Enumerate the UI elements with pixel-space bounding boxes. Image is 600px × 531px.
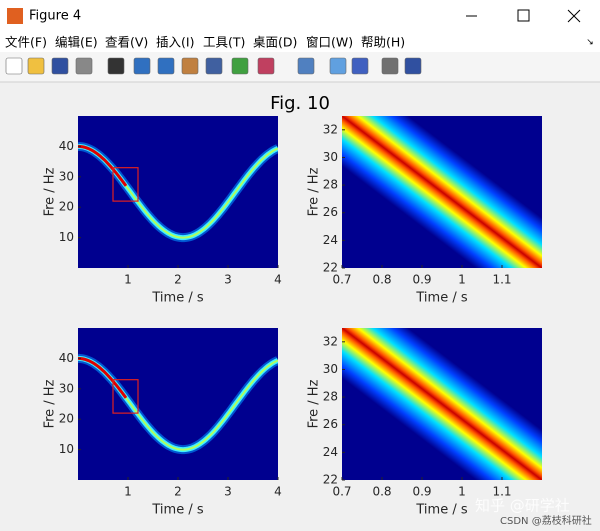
x-axis-label: Time / s xyxy=(151,291,203,306)
y-tick-label: 22 xyxy=(323,473,338,487)
x-tick-label: 0.9 xyxy=(412,273,431,287)
y-axis-label: Fre / Hz xyxy=(43,167,58,216)
image-background xyxy=(78,116,278,268)
y-tick-label: 30 xyxy=(323,150,338,164)
menu-item[interactable]: 查看(V) xyxy=(105,35,148,50)
toolbar-button[interactable] xyxy=(27,57,45,75)
zoom-box xyxy=(112,379,139,414)
y-tick-label: 24 xyxy=(323,233,338,247)
ridge-image xyxy=(78,353,278,455)
toolbar-button[interactable] xyxy=(51,57,69,75)
y-axis-label: Fre / Hz xyxy=(307,167,322,216)
y-tick-label: 30 xyxy=(323,362,338,376)
zoom-box xyxy=(112,167,139,202)
y-tick-label: 28 xyxy=(323,178,338,192)
menu-item[interactable]: 帮助(H) xyxy=(361,35,405,50)
toolbar-button[interactable] xyxy=(133,57,151,75)
x-tick-label: 0.8 xyxy=(372,485,391,499)
maximize-button[interactable] xyxy=(517,9,530,22)
toolbar-buttons xyxy=(5,57,422,75)
toolbar-button[interactable] xyxy=(75,57,93,75)
image-background xyxy=(78,328,278,480)
toolbar-button[interactable] xyxy=(5,57,23,75)
y-tick-label: 32 xyxy=(323,122,338,136)
app-icon xyxy=(7,8,23,24)
toolbar-button[interactable] xyxy=(231,57,249,75)
watermark: CSDN @荔枝科研社 xyxy=(500,514,592,527)
image-axes xyxy=(78,328,278,480)
menu-bar xyxy=(0,32,600,52)
x-axis-label: Time / s xyxy=(151,503,203,518)
ridge-peak xyxy=(78,144,128,187)
x-axis-label: Time / s xyxy=(415,503,467,518)
y-tick-label: 20 xyxy=(59,412,74,426)
title-bar xyxy=(0,0,600,32)
watermark: 知乎 @研学社 xyxy=(475,497,570,515)
close-button[interactable] xyxy=(567,9,581,23)
y-tick-label: 26 xyxy=(323,205,338,219)
x-tick-label: 1.1 xyxy=(492,273,511,287)
x-tick-label: 3 xyxy=(224,485,232,499)
toolbar-button[interactable] xyxy=(329,57,347,75)
menu-arrow[interactable]: ↘ xyxy=(586,38,594,48)
x-tick-label: 2 xyxy=(174,273,182,287)
x-tick-label: 1 xyxy=(124,273,132,287)
toolbar-button[interactable] xyxy=(157,57,175,75)
toolbar-button[interactable] xyxy=(404,57,422,75)
y-tick-label: 30 xyxy=(59,169,74,183)
menu-item[interactable]: 文件(F) xyxy=(5,35,47,50)
y-tick-label: 30 xyxy=(59,381,74,395)
menu-items: 文件(F) 编辑(E) 查看(V) 插入(I) 工具(T) 桌面(D) 窗口(W) 帮助(H) xyxy=(5,35,405,50)
y-axis-label: Fre / Hz xyxy=(43,379,58,428)
x-tick-label: 0.7 xyxy=(332,273,351,287)
menu-item[interactable]: 插入(I) xyxy=(156,35,194,50)
y-tick-label: 26 xyxy=(323,417,338,431)
y-tick-label: 28 xyxy=(323,390,338,404)
image-axes xyxy=(342,116,542,268)
y-axis-label: Fre / Hz xyxy=(307,379,322,428)
x-tick-label: 1 xyxy=(124,485,132,499)
y-tick-label: 24 xyxy=(323,445,338,459)
x-tick-label: 0.8 xyxy=(372,273,391,287)
y-tick-label: 40 xyxy=(59,139,74,153)
band-image xyxy=(342,328,542,480)
toolbar-button[interactable] xyxy=(297,57,315,75)
x-tick-label: 1 xyxy=(458,485,466,499)
x-tick-label: 0.7 xyxy=(332,485,351,499)
x-tick-label: 1 xyxy=(458,273,466,287)
x-tick-label: 4 xyxy=(274,485,282,499)
figure-title: Fig. 10 xyxy=(270,93,330,114)
x-axis-label: Time / s xyxy=(415,291,467,306)
toolbar-button[interactable] xyxy=(351,57,369,75)
x-tick-label: 1.1 xyxy=(492,485,511,499)
toolbar-button[interactable] xyxy=(381,57,399,75)
window-title: Figure 4 xyxy=(29,9,81,24)
menu-item[interactable]: 桌面(D) xyxy=(253,35,297,50)
x-tick-label: 3 xyxy=(224,273,232,287)
menu-item[interactable]: 窗口(W) xyxy=(306,35,353,50)
plots: 1 2 3 4 10 20 30 40 Time / s Fre / Hz 0.7 0.8 0.9 1 1.… xyxy=(43,116,542,518)
toolbar-button[interactable] xyxy=(181,57,199,75)
y-tick-label: 20 xyxy=(59,200,74,214)
toolbar-button[interactable] xyxy=(257,57,275,75)
x-tick-label: 4 xyxy=(274,273,282,287)
y-tick-label: 32 xyxy=(323,334,338,348)
toolbar-button[interactable] xyxy=(107,57,125,75)
y-tick-label: 10 xyxy=(59,442,74,456)
ridge-image xyxy=(78,141,278,243)
menu-item[interactable]: 工具(T) xyxy=(203,35,245,50)
toolbar-button[interactable] xyxy=(205,57,223,75)
menu-item[interactable]: 编辑(E) xyxy=(55,35,98,50)
image-axes xyxy=(342,328,542,480)
ridge-peak xyxy=(78,356,128,399)
y-tick-label: 40 xyxy=(59,351,74,365)
y-tick-label: 10 xyxy=(59,230,74,244)
image-axes xyxy=(78,116,278,268)
band-image xyxy=(342,116,542,268)
x-tick-label: 2 xyxy=(174,485,182,499)
y-tick-label: 22 xyxy=(323,261,338,275)
x-tick-label: 0.9 xyxy=(412,485,431,499)
